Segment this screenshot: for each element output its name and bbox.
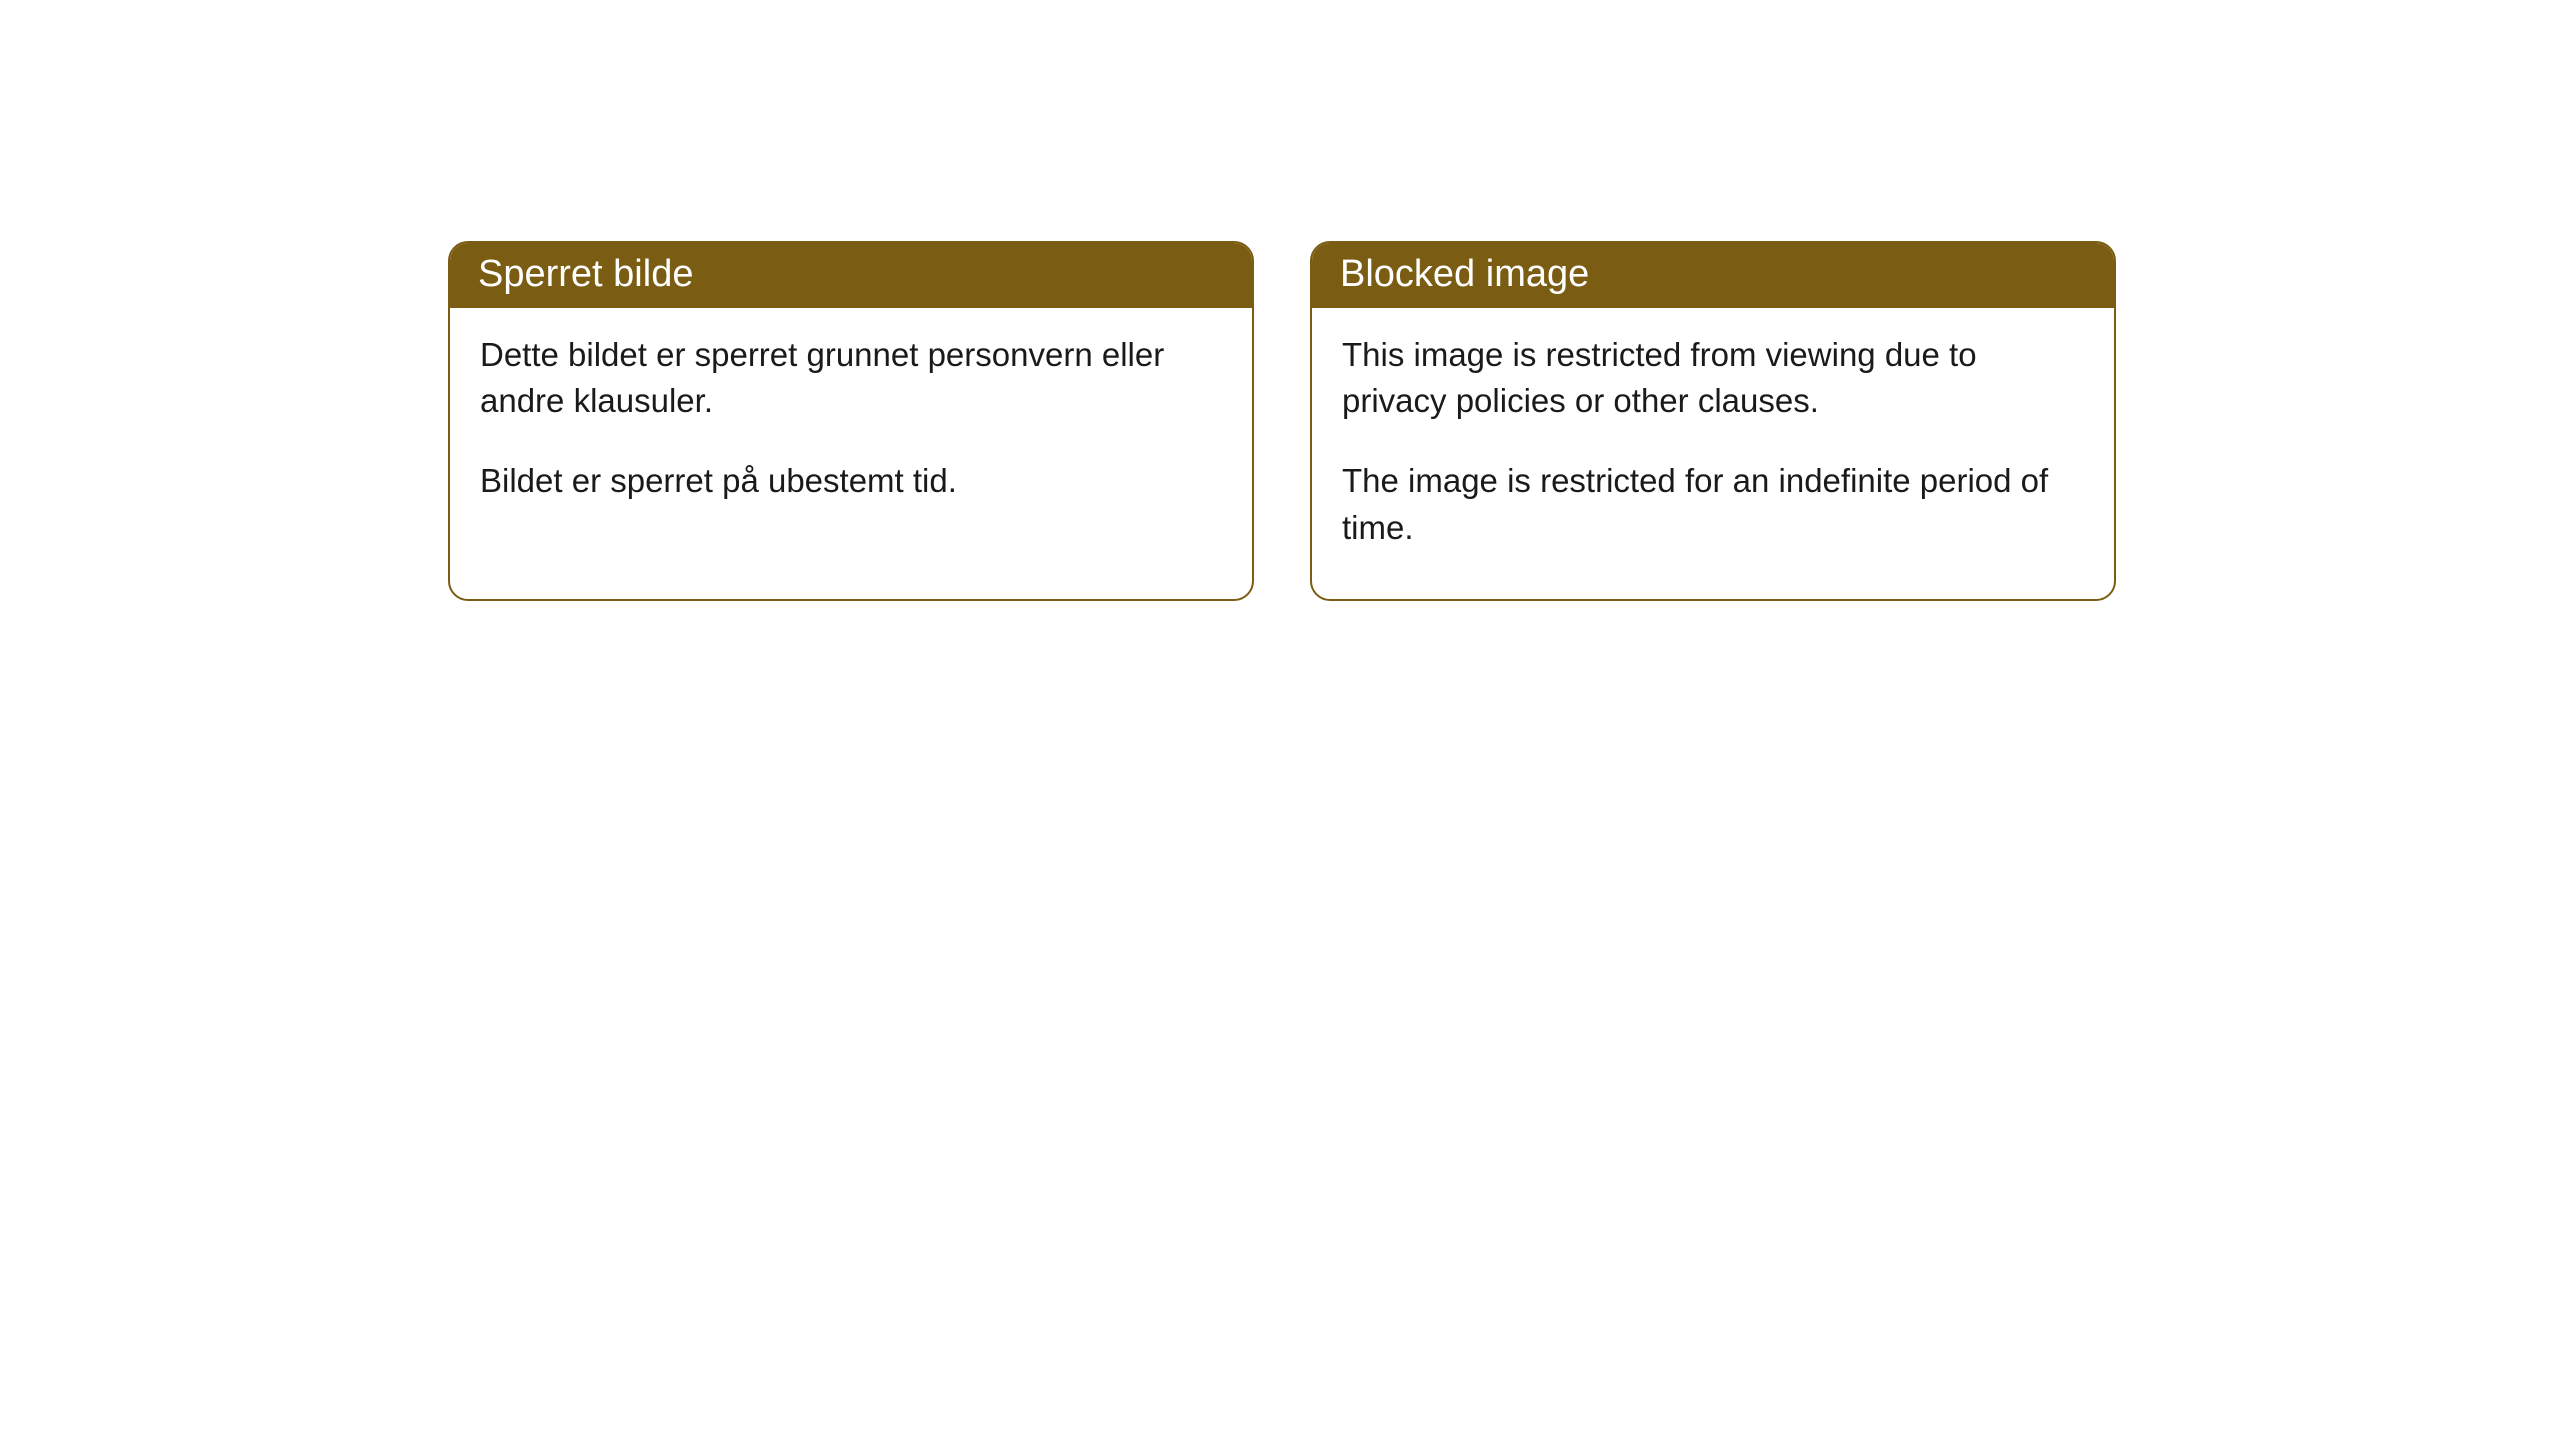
notice-paragraph: This image is restricted from viewing du… <box>1342 332 2084 424</box>
notice-body-english: This image is restricted from viewing du… <box>1312 308 2114 599</box>
notice-paragraph: The image is restricted for an indefinit… <box>1342 458 2084 550</box>
notice-container: Sperret bilde Dette bildet er sperret gr… <box>0 0 2560 601</box>
notice-body-norwegian: Dette bildet er sperret grunnet personve… <box>450 308 1252 553</box>
notice-paragraph: Dette bildet er sperret grunnet personve… <box>480 332 1222 424</box>
notice-card-norwegian: Sperret bilde Dette bildet er sperret gr… <box>448 241 1254 601</box>
notice-card-english: Blocked image This image is restricted f… <box>1310 241 2116 601</box>
notice-header-english: Blocked image <box>1312 243 2114 308</box>
notice-header-norwegian: Sperret bilde <box>450 243 1252 308</box>
notice-paragraph: Bildet er sperret på ubestemt tid. <box>480 458 1222 504</box>
